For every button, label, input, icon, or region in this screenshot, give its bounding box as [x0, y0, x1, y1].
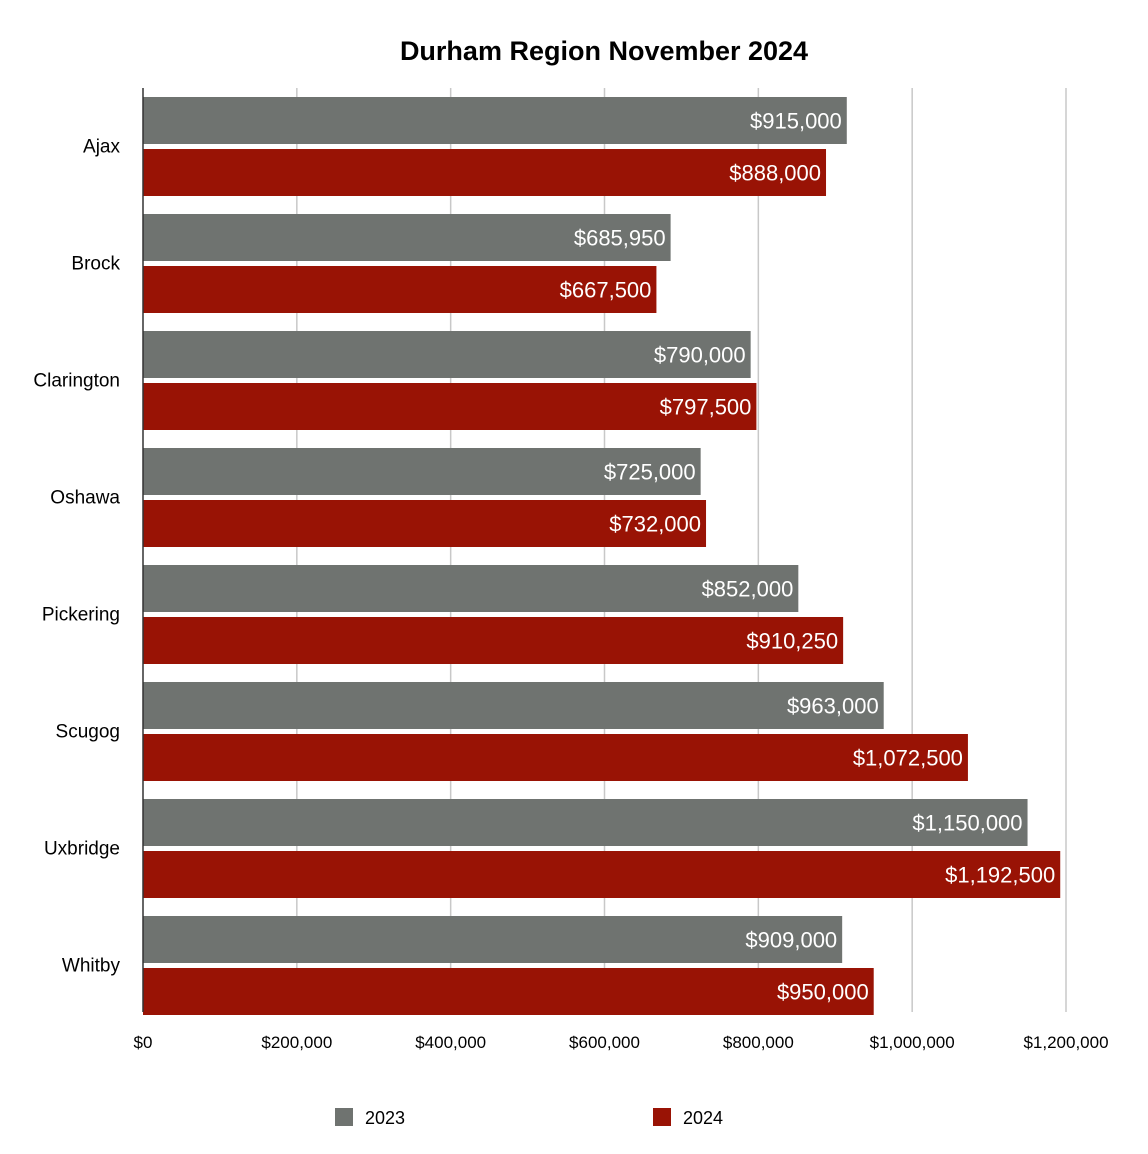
x-tick-label: $1,200,000 — [1023, 1033, 1108, 1052]
bar-2023-whitby — [143, 916, 843, 963]
bar-2024-brock — [143, 266, 657, 313]
bar-2024-whitby — [143, 968, 874, 1015]
x-tick-label: $800,000 — [723, 1033, 794, 1052]
chart-title: Durham Region November 2024 — [400, 36, 808, 66]
data-label: $1,192,500 — [945, 863, 1055, 888]
x-tick-label: $200,000 — [261, 1033, 332, 1052]
x-tick-label: $400,000 — [415, 1033, 486, 1052]
data-label: $888,000 — [729, 161, 821, 186]
legend: 2023 2024 — [335, 1108, 723, 1128]
bar-2024-pickering — [143, 617, 844, 664]
data-label: $1,072,500 — [853, 746, 963, 771]
data-label: $732,000 — [609, 512, 701, 537]
x-tick-label: $600,000 — [569, 1033, 640, 1052]
bar-2023-clarington — [143, 331, 751, 378]
category-label: Oshawa — [50, 488, 120, 509]
legend-item-2023: 2023 — [335, 1108, 405, 1128]
x-tick-label: $1,000,000 — [870, 1033, 955, 1052]
bar-2024-uxbridge — [143, 851, 1061, 898]
x-tick-label: $0 — [134, 1033, 153, 1052]
bar-2024-clarington — [143, 383, 757, 430]
category-label: Scugog — [56, 722, 120, 743]
legend-label: 2023 — [365, 1108, 405, 1128]
category-label: Ajax — [83, 137, 120, 158]
data-label: $950,000 — [777, 980, 869, 1005]
data-label: $1,150,000 — [912, 811, 1022, 836]
bar-2023-scugog — [143, 682, 884, 729]
category-label: Uxbridge — [44, 839, 120, 860]
category-label: Brock — [71, 254, 120, 275]
data-label: $915,000 — [750, 109, 842, 134]
category-label: Whitby — [62, 956, 121, 977]
bars: $915,000 $888,000 $685,950 $667,500 $790,000… — [142, 88, 1061, 1015]
bar-2023-uxbridge — [143, 799, 1028, 846]
bar-2023-ajax — [143, 97, 847, 144]
data-label: $910,250 — [746, 629, 838, 654]
data-label: $963,000 — [787, 694, 879, 719]
bar-2024-scugog — [143, 734, 968, 781]
category-label: Pickering — [42, 605, 120, 626]
bar-2023-oshawa — [143, 448, 701, 495]
data-label: $685,950 — [574, 226, 666, 251]
data-label: $909,000 — [745, 928, 837, 953]
bar-2024-ajax — [143, 149, 827, 196]
bar-2023-pickering — [143, 565, 799, 612]
legend-label: 2024 — [683, 1108, 723, 1128]
legend-swatch — [335, 1108, 353, 1126]
data-label: $667,500 — [560, 278, 652, 303]
x-axis-tick-labels: $0 $200,000 $400,000 $600,000 $800,000 $1,000… — [134, 1033, 1109, 1052]
data-label: $852,000 — [702, 577, 794, 602]
legend-item-2024: 2024 — [653, 1108, 723, 1128]
data-label: $725,000 — [604, 460, 696, 485]
data-label: $790,000 — [654, 343, 746, 368]
bar-2024-oshawa — [143, 500, 707, 547]
bar-2023-brock — [143, 214, 671, 261]
data-label: $797,500 — [660, 395, 752, 420]
category-label: Clarington — [33, 371, 120, 392]
category-labels: Ajax Brock Clarington Oshawa Pickering Scugog… — [33, 137, 120, 977]
legend-swatch — [653, 1108, 671, 1126]
